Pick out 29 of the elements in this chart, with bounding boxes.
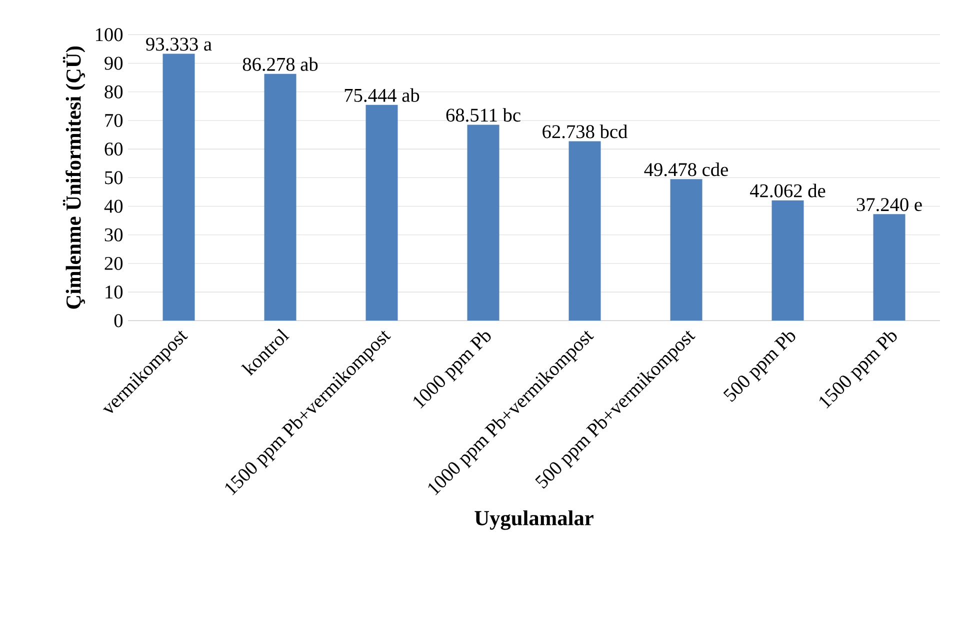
- y-tick-label: 80: [104, 85, 123, 98]
- data-label: 42.062 de: [750, 184, 826, 198]
- y-tick-label: 90: [104, 56, 123, 70]
- y-tick-label: 30: [104, 228, 123, 242]
- bar: [670, 179, 702, 321]
- data-label: 49.478 cde: [644, 162, 728, 176]
- y-tick-label: 20: [104, 256, 123, 270]
- y-axis-title: Çimlenme Üniformitesi (ÇÜ): [62, 46, 86, 309]
- data-label: 68.511 bc: [446, 108, 520, 122]
- data-label: 37.240 e: [856, 198, 922, 212]
- bar: [873, 214, 906, 321]
- y-tick-label: 40: [104, 200, 123, 213]
- y-tick-label: 60: [104, 142, 123, 156]
- y-tick-label: 10: [106, 286, 123, 299]
- y-tick-label: 0: [114, 314, 123, 328]
- data-label: 93.333 a: [146, 38, 212, 51]
- bar: [366, 104, 398, 321]
- y-tick-label: 70: [105, 114, 123, 127]
- bar: [467, 124, 500, 321]
- bar: [162, 54, 195, 321]
- y-tick-label: 100: [96, 28, 123, 42]
- data-label: 86.278 ab: [242, 57, 318, 71]
- bar: [772, 200, 804, 321]
- x-axis-title: Uygulamalar: [474, 510, 594, 530]
- y-tick-label: 50: [105, 171, 123, 184]
- data-label: 75.444 ab: [344, 88, 420, 102]
- data-label: 62.738 bcd: [542, 124, 628, 138]
- bar: [264, 74, 296, 321]
- bar: [568, 141, 601, 321]
